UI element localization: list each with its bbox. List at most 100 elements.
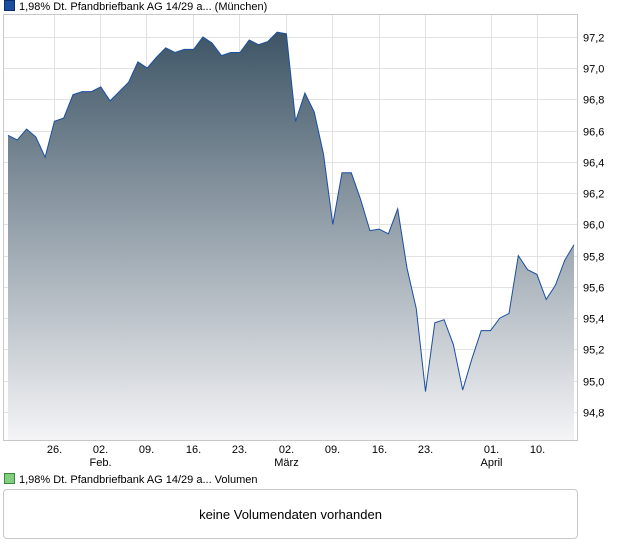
price-point: [350, 172, 352, 174]
price-point: [137, 61, 139, 63]
price-point: [7, 134, 9, 136]
x-tick-label: 02.: [93, 444, 108, 456]
volume-empty-message: keine Volumendaten vorhanden: [199, 507, 382, 522]
price-point: [26, 128, 28, 130]
price-area: [8, 32, 574, 440]
price-point: [165, 47, 167, 49]
price-point: [527, 269, 529, 271]
x-month-label: Feb.: [89, 457, 111, 469]
price-point: [248, 39, 250, 41]
price-point: [44, 156, 46, 158]
x-tick-label: 26.: [47, 444, 62, 456]
price-point: [415, 308, 417, 310]
price-point: [517, 255, 519, 257]
y-axis: 94,8 95,0 95,2 95,4 95,6 95,8 96,0 96,2 96,4 96,6…: [583, 33, 604, 420]
price-point: [304, 92, 306, 94]
price-point: [452, 344, 454, 346]
price-point: [554, 284, 556, 286]
x-tick-label: 01.: [484, 444, 499, 456]
price-point: [490, 330, 492, 332]
x-tick-label: 09.: [325, 444, 340, 456]
price-point: [564, 259, 566, 261]
price-point: [499, 317, 501, 319]
price-series-line: [7, 31, 575, 392]
price-point: [332, 223, 334, 225]
price-point: [16, 139, 18, 141]
price-point: [183, 48, 185, 50]
price-point: [63, 117, 65, 119]
price-point: [406, 267, 408, 269]
y-tick-label: 95,8: [583, 252, 604, 264]
price-point: [387, 233, 389, 235]
volume-panel: keine Volumendaten vorhanden: [3, 489, 578, 539]
price-point: [425, 391, 427, 393]
price-point: [109, 100, 111, 102]
y-tick-label: 94,8: [583, 408, 604, 420]
price-point: [81, 91, 83, 93]
x-tick-label: 09.: [139, 444, 154, 456]
x-month-label: März: [274, 457, 298, 469]
price-point: [267, 41, 269, 43]
price-point: [434, 322, 436, 324]
price-point: [508, 312, 510, 314]
x-tick-label: 16.: [372, 444, 387, 456]
price-point: [118, 91, 120, 93]
price-point: [443, 319, 445, 321]
y-tick-label: 96,0: [583, 220, 604, 232]
y-tick-label: 95,6: [583, 283, 604, 295]
price-point: [220, 55, 222, 57]
price-point: [193, 48, 195, 50]
price-point: [471, 358, 473, 360]
price-chart: 94,8 95,0 95,2 95,4 95,6 95,8 96,0 96,2 96,4 96,6…: [3, 14, 604, 469]
price-point: [230, 52, 232, 54]
price-legend-label: 1,98% Dt. Pfandbriefbank AG 14/29 a... (…: [19, 1, 268, 13]
y-tick-label: 95,0: [583, 377, 604, 389]
x-tick-label: 02.: [279, 444, 294, 456]
price-point: [295, 120, 297, 122]
price-point: [146, 67, 148, 69]
y-tick-label: 95,4: [583, 314, 604, 326]
y-tick-label: 96,2: [583, 189, 604, 201]
x-tick-label: 23.: [232, 444, 247, 456]
y-tick-label: 96,6: [583, 127, 604, 139]
price-point: [480, 330, 482, 332]
price-point: [156, 56, 158, 58]
price-point: [369, 230, 371, 232]
x-tick-label: 23.: [418, 444, 433, 456]
price-point: [100, 86, 102, 88]
volume-legend-label: 1,98% Dt. Pfandbriefbank AG 14/29 a... V…: [19, 474, 258, 486]
price-point: [462, 389, 464, 391]
price-point: [573, 244, 575, 246]
price-point: [276, 31, 278, 33]
price-point: [211, 42, 213, 44]
y-tick-label: 97,2: [583, 33, 604, 45]
x-axis: 26. 02. 09. 16. 23. 02. 09. 16. 23. 01. 10. Feb. Mär…: [47, 444, 545, 469]
price-point: [397, 208, 399, 210]
x-tick-label: 16.: [186, 444, 201, 456]
price-point: [53, 120, 55, 122]
price-legend: 1,98% Dt. Pfandbriefbank AG 14/29 a... (…: [4, 0, 267, 14]
y-tick-label: 96,8: [583, 95, 604, 107]
price-point: [313, 111, 315, 113]
x-tick-label: 10.: [530, 444, 545, 456]
price-point: [258, 44, 260, 46]
price-point: [91, 91, 93, 93]
x-month-label: April: [480, 457, 502, 469]
price-point: [174, 52, 176, 54]
price-point: [536, 273, 538, 275]
price-point: [323, 153, 325, 155]
y-tick-label: 95,2: [583, 345, 604, 357]
price-point: [35, 136, 37, 138]
price-point: [545, 298, 547, 300]
y-tick-label: 96,4: [583, 158, 604, 170]
price-point: [72, 94, 74, 96]
price-point: [239, 52, 241, 54]
price-legend-swatch: [4, 0, 15, 11]
y-tick-label: 97,0: [583, 64, 604, 76]
price-point: [341, 172, 343, 174]
price-point: [378, 228, 380, 230]
price-point: [360, 198, 362, 200]
volume-legend-swatch: [4, 473, 15, 484]
price-point: [202, 36, 204, 38]
volume-legend: 1,98% Dt. Pfandbriefbank AG 14/29 a... V…: [4, 473, 258, 487]
